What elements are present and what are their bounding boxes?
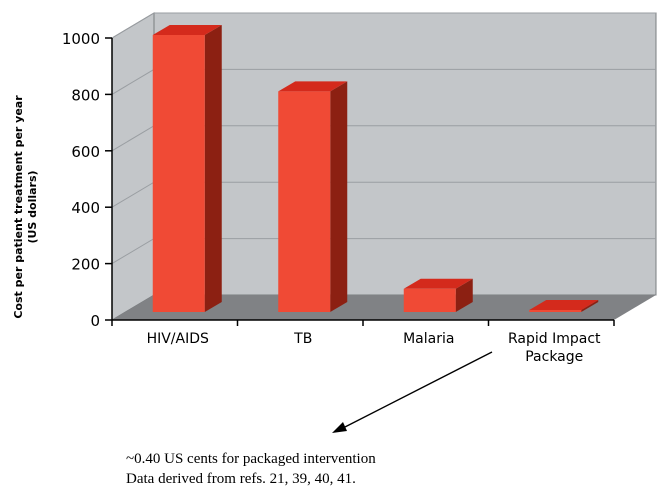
bar-front [152, 35, 205, 312]
y-tick-label: 200 [71, 256, 100, 274]
chart-bars [152, 25, 599, 313]
annotation-note: ~0.40 US cents for packaged intervention… [126, 449, 376, 489]
y-axis-label: Cost per patient treatment per year(US d… [12, 95, 39, 319]
bar-top [403, 278, 473, 289]
annotation-line-2: Data derived from refs. 21, 39, 40, 41. [126, 471, 356, 487]
bar-top [278, 81, 348, 92]
bar-front [529, 310, 582, 312]
y-tick-label: 1000 [62, 30, 100, 48]
chart-axes [105, 37, 615, 326]
x-category-label-line: HIV/AIDS [147, 331, 209, 347]
y-tick-label: 600 [71, 143, 100, 161]
bar [403, 278, 473, 312]
x-category-label: Rapid Impact Package [508, 331, 601, 365]
chart-floor-plane [112, 295, 656, 320]
chart-floor [112, 295, 656, 320]
x-category-label: Malaria [403, 331, 454, 347]
y-tick-label: 400 [71, 199, 100, 217]
annotation-arrow [332, 351, 493, 433]
bar-top [152, 25, 222, 35]
chart-back-wall [153, 12, 657, 296]
x-category-label: HIV/AIDS [147, 331, 209, 347]
bar-side [581, 300, 599, 312]
bar-side [330, 81, 348, 313]
x-category-label-line: TB [293, 331, 312, 347]
y-axis-title-line: (US dollars) [26, 170, 39, 243]
x-category-label-line: Package [525, 349, 583, 365]
y-tick-label: 0 [90, 312, 100, 330]
bar [529, 300, 599, 312]
y-tick-label: 800 [71, 86, 100, 104]
x-category-label: TB [293, 331, 312, 347]
annotation-line-1: ~0.40 US cents for packaged intervention [126, 451, 376, 467]
bar-top [529, 300, 599, 310]
x-category-label-line: Rapid Impact [508, 331, 601, 347]
bar-side [455, 278, 473, 312]
x-category-labels: HIV/AIDS TB Malaria Rapid Impact Package [147, 331, 601, 365]
gridline [111, 12, 656, 39]
chart-left-wall [111, 12, 155, 321]
annotation-arrow-line [342, 351, 493, 429]
y-axis-title-line: Cost per patient treatment per year [12, 95, 25, 319]
bar [278, 81, 348, 313]
bar-side [204, 25, 222, 312]
bar-front [278, 91, 331, 313]
annotation-arrow-head [332, 422, 347, 433]
bar [152, 25, 222, 312]
x-category-label-line: Malaria [403, 331, 454, 347]
bar-front [403, 288, 456, 312]
y-axis-title: Cost per patient treatment per year(US d… [12, 95, 39, 319]
y-tick-labels: 0 200 400 600 800 1000 [62, 30, 100, 330]
